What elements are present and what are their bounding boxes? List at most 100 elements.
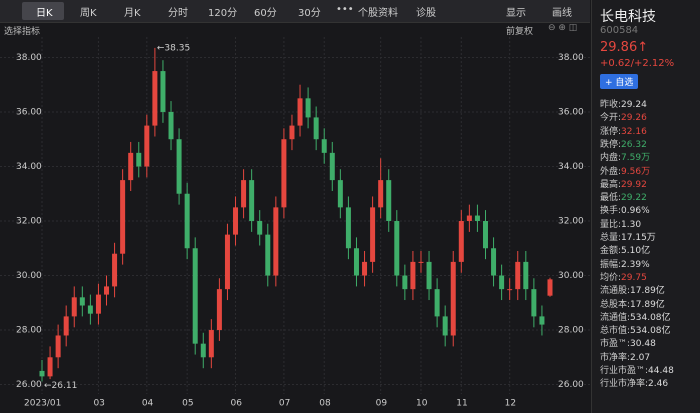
stat-value: 534.08亿 bbox=[630, 326, 671, 337]
candle-body bbox=[160, 71, 166, 112]
tab[interactable]: 分时 bbox=[168, 8, 188, 19]
stat-label: 涨停: bbox=[600, 126, 622, 137]
candle-body bbox=[474, 215, 480, 221]
sub-bar: 选择指标 前复权 ⊖ ⊕ ◫ bbox=[0, 23, 590, 37]
stat-row: 市净率:2.07 bbox=[600, 350, 650, 363]
stat-row: 金额:5.10亿 bbox=[600, 243, 650, 256]
stat-label: 总股本: bbox=[600, 299, 631, 310]
y-tick-label: 30.00 bbox=[16, 271, 42, 281]
x-tick-label: 10 bbox=[416, 399, 428, 409]
candle-body bbox=[305, 98, 311, 118]
x-tick-label: 04 bbox=[142, 399, 154, 409]
stat-value: 5.10亿 bbox=[621, 246, 651, 257]
tab[interactable]: 60分 bbox=[254, 8, 277, 19]
candle-body bbox=[192, 248, 198, 344]
stat-value: 30.48 bbox=[630, 339, 656, 350]
candle-body bbox=[281, 139, 287, 208]
stat-value: 9.56万 bbox=[621, 166, 651, 177]
x-tick-label: 09 bbox=[376, 399, 388, 409]
candle-body bbox=[539, 316, 545, 325]
stat-row: 市盈™:30.48 bbox=[600, 336, 656, 349]
y-tick-label: 32.00 bbox=[16, 216, 42, 226]
icons[interactable]: ⊖ ⊕ ◫ bbox=[548, 23, 578, 33]
tab[interactable]: 120分 bbox=[208, 8, 238, 19]
x-tick-label: 12 bbox=[505, 399, 516, 409]
stock-name: 长电科技 bbox=[600, 9, 656, 25]
candle-body bbox=[442, 316, 448, 336]
candle-body bbox=[224, 234, 230, 290]
stat-row: 总量:17.15万 bbox=[600, 230, 656, 243]
candle-body bbox=[168, 111, 174, 140]
candle-body bbox=[87, 305, 93, 314]
candle-body bbox=[329, 152, 335, 181]
candle-body bbox=[491, 248, 497, 276]
candle-body bbox=[482, 220, 488, 249]
stat-label: 量比: bbox=[600, 219, 622, 230]
more-icon[interactable]: ••• bbox=[336, 4, 354, 15]
stat-label: 内盘: bbox=[600, 153, 622, 164]
candle-body bbox=[120, 180, 126, 254]
tab[interactable]: 周K bbox=[80, 8, 97, 19]
stat-label: 最高: bbox=[600, 179, 622, 190]
stat-value: 2.39% bbox=[621, 259, 650, 270]
stat-label: 跌停: bbox=[600, 139, 622, 150]
candle-body bbox=[450, 261, 456, 336]
price: 29.86↑ bbox=[600, 40, 649, 55]
candle-body bbox=[531, 289, 537, 317]
candle-body bbox=[353, 248, 359, 276]
candle-body bbox=[410, 261, 416, 290]
low-annotation: ←26.11 bbox=[44, 381, 77, 391]
tab[interactable]: 30分 bbox=[298, 8, 321, 19]
y-tick-label-right: 32.00 bbox=[558, 216, 584, 226]
stat-value: 17.89亿 bbox=[630, 286, 665, 297]
y-tick-label-right: 28.00 bbox=[558, 326, 584, 336]
candle-body bbox=[426, 261, 432, 290]
candle-body bbox=[378, 180, 384, 208]
stat-value: 534.08亿 bbox=[630, 312, 671, 323]
candle-body bbox=[249, 180, 255, 221]
candle-body bbox=[370, 207, 376, 262]
tab[interactable]: 月K bbox=[124, 8, 141, 19]
candle-body bbox=[184, 193, 190, 249]
candle-body bbox=[434, 289, 440, 317]
stat-row: 昨收:29.24 bbox=[600, 97, 647, 110]
x-tick-label: 06 bbox=[231, 399, 243, 409]
y-tick-label-right: 30.00 bbox=[558, 271, 584, 281]
candle-body bbox=[418, 261, 424, 263]
stat-value: 29.75 bbox=[621, 272, 647, 283]
stat-value: 2.46 bbox=[648, 379, 669, 390]
stat-label: 今开: bbox=[600, 113, 622, 124]
x-tick-label: 07 bbox=[279, 399, 290, 409]
candle-body bbox=[208, 330, 214, 358]
stat-label: 外盘: bbox=[600, 166, 622, 177]
candle-body bbox=[402, 275, 408, 290]
watch-button[interactable]: + 自选 bbox=[600, 74, 639, 89]
candle-body bbox=[39, 370, 45, 377]
y-tick-label-right: 26.00 bbox=[558, 380, 584, 390]
candle-body bbox=[95, 294, 101, 314]
tab[interactable]: 诊股 bbox=[416, 8, 436, 19]
high-annotation: ←38.35 bbox=[157, 43, 190, 53]
candle-body bbox=[523, 261, 529, 290]
indicator-select[interactable]: 选择指标 bbox=[4, 27, 41, 37]
candle-body bbox=[313, 117, 319, 140]
tab[interactable]: 个股资料 bbox=[358, 8, 398, 19]
y-tick-label-right: 38.00 bbox=[558, 53, 584, 63]
stat-label: 市净率: bbox=[600, 352, 631, 363]
menu[interactable]: 画线 bbox=[552, 8, 572, 19]
stat-label: 行业市盈™: bbox=[600, 366, 649, 376]
stat-value: 29.92 bbox=[621, 179, 647, 190]
stat-row: 今开:29.26 bbox=[600, 110, 647, 123]
menu[interactable]: 显示 bbox=[506, 8, 526, 19]
candle-body bbox=[136, 152, 142, 167]
tab[interactable]: 日K bbox=[36, 8, 53, 19]
stat-row: 外盘:9.56万 bbox=[600, 164, 650, 177]
y-tick-label-right: 34.00 bbox=[558, 162, 584, 172]
adjust-select[interactable]: 前复权 bbox=[506, 27, 534, 37]
candle-body bbox=[128, 152, 134, 181]
y-tick-label: 38.00 bbox=[16, 53, 42, 63]
stat-label: 金额: bbox=[600, 246, 622, 257]
stat-row: 流通股:17.89亿 bbox=[600, 283, 665, 296]
x-tick-label: 11 bbox=[456, 399, 467, 409]
stat-label: 市盈™: bbox=[600, 339, 631, 350]
